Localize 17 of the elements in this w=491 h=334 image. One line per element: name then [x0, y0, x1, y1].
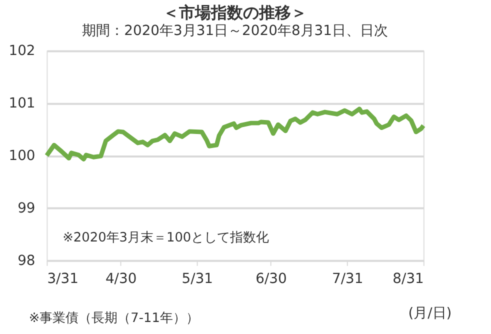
x-axis-title: (月/日) [408, 306, 452, 322]
y-tick-label: 98 [18, 252, 36, 269]
y-tick-label: 100 [8, 148, 36, 164]
x-tick-label: 7/31 [332, 270, 364, 287]
x-tick-label: 3/31 [47, 270, 78, 287]
x-tick-label: 4/30 [105, 270, 137, 287]
annotation: ※2020年3月末＝100として指数化 [62, 230, 270, 246]
chart-subtitle: 期間：2020年3月31日～2020年8月31日、日次 [82, 22, 388, 39]
line-series [44, 106, 426, 162]
text: ※事業債（長期（7-11年）） [28, 311, 199, 326]
x-tick-label: 6/30 [256, 270, 287, 287]
y-tick-label: 102 [8, 43, 36, 60]
y-tick-label: 101 [8, 96, 36, 112]
y-tick-label: 99 [18, 200, 36, 216]
x-tick-label: 8/31 [392, 270, 424, 287]
x-tick-label: 5/31 [182, 270, 214, 287]
chart-title: ＜市場指数の推移＞ [163, 2, 308, 22]
